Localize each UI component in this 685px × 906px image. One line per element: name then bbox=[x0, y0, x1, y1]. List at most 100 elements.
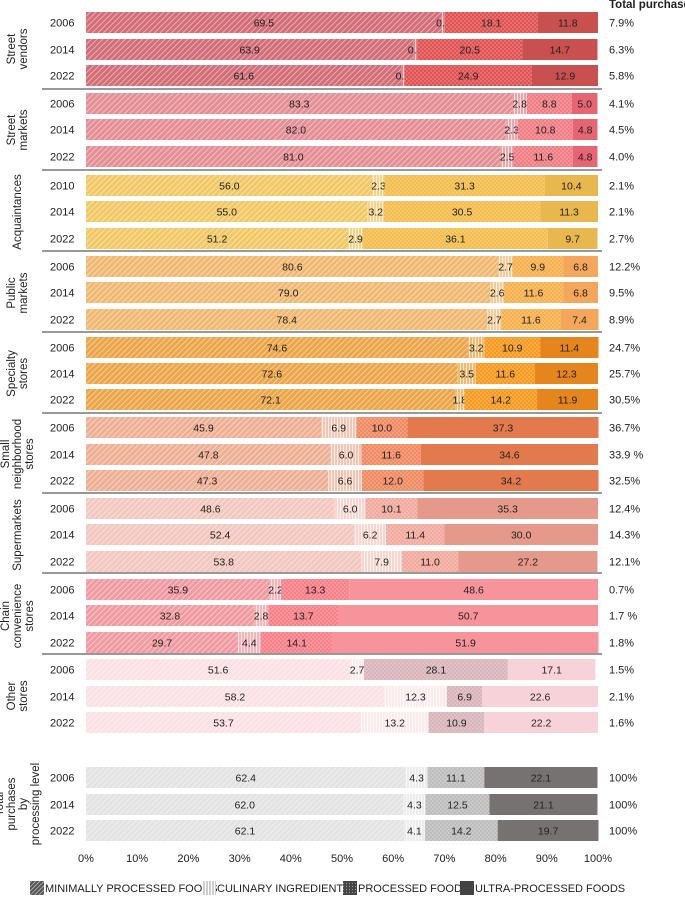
bar-texture-processed bbox=[444, 12, 538, 33]
bar-texture-minimally-processed bbox=[86, 794, 404, 815]
bar-texture-minimally-processed bbox=[86, 686, 384, 707]
data-label: 14.1 bbox=[286, 638, 307, 650]
bar-ultra-processed bbox=[484, 767, 598, 788]
total-purchases-value: 4.0% bbox=[609, 152, 634, 164]
year-label: 2014 bbox=[50, 288, 74, 300]
data-label: 11.6 bbox=[533, 152, 553, 164]
bar-ultra-processed bbox=[484, 712, 598, 733]
data-label: 4.4 bbox=[242, 638, 257, 650]
data-label: 62.4 bbox=[236, 773, 257, 785]
bar-ultra-processed bbox=[537, 12, 598, 33]
bar-texture-minimally-processed bbox=[86, 363, 458, 384]
total-purchases-value: 2.1% bbox=[609, 207, 634, 219]
data-label: 11.3 bbox=[559, 207, 579, 219]
bar-texture-processed bbox=[268, 605, 339, 626]
total-purchases-value: 4.1% bbox=[609, 99, 634, 111]
data-label: 11.8 bbox=[558, 18, 578, 30]
bar-ultra-processed bbox=[522, 39, 598, 60]
data-label: 79.0 bbox=[278, 288, 299, 300]
data-label: 6.8 bbox=[573, 262, 588, 274]
year-label: 2014 bbox=[50, 45, 74, 57]
bar-texture-processed bbox=[364, 659, 508, 680]
data-label: 56.0 bbox=[219, 181, 240, 193]
bar-ultra-processed bbox=[417, 498, 598, 519]
x-tick-label: 90% bbox=[536, 853, 558, 865]
data-label: 34.2 bbox=[501, 476, 522, 488]
group-label: processing level bbox=[30, 763, 42, 845]
year-label: 2022 bbox=[50, 638, 74, 650]
data-label: 51.2 bbox=[207, 234, 228, 246]
data-label: 4.8 bbox=[578, 125, 593, 137]
total-purchases-value: 1.8% bbox=[609, 638, 634, 650]
data-label: 35.3 bbox=[497, 504, 518, 516]
year-label: 2006 bbox=[50, 773, 74, 785]
bar-texture-minimally-processed bbox=[86, 256, 499, 277]
bar-texture-culinary-ingredients bbox=[367, 201, 384, 222]
bar-texture-processed bbox=[361, 444, 421, 465]
group-label: stores bbox=[24, 438, 36, 470]
bar-ultra-processed bbox=[507, 659, 596, 680]
data-label: 62.0 bbox=[235, 800, 256, 812]
data-label: 2.9 bbox=[348, 234, 363, 246]
year-label: 2006 bbox=[50, 423, 74, 435]
bar-texture-culinary-ingredients bbox=[441, 12, 445, 33]
bar-texture-minimally-processed bbox=[86, 175, 373, 196]
total-purchases-value: 2.1% bbox=[609, 181, 634, 193]
year-label: 2014 bbox=[50, 692, 74, 704]
data-label: 11.6 bbox=[495, 369, 515, 381]
data-label: 63.9 bbox=[239, 45, 260, 57]
year-label: 2022 bbox=[50, 71, 74, 83]
bar-texture-minimally-processed bbox=[86, 579, 270, 600]
bar-ultra-processed bbox=[563, 282, 598, 303]
bar-texture-culinary-ingredients bbox=[457, 363, 476, 384]
bar-texture-culinary-ingredients bbox=[360, 712, 429, 733]
bar-texture-minimally-processed bbox=[86, 551, 362, 572]
data-label: 4.1 bbox=[407, 826, 422, 838]
data-label: 27.2 bbox=[518, 557, 539, 569]
bar-texture-processed bbox=[446, 686, 483, 707]
data-label: 4.3 bbox=[407, 800, 422, 812]
bar-texture-culinary-ingredients bbox=[498, 256, 513, 277]
bar-ultra-processed bbox=[540, 201, 598, 222]
bar-texture-culinary-ingredients bbox=[269, 579, 282, 600]
group-label: Street bbox=[6, 114, 18, 145]
legend-swatch-culinary-ingredients bbox=[202, 881, 216, 895]
data-label: 30.0 bbox=[511, 530, 532, 542]
year-label: 2006 bbox=[50, 665, 74, 677]
bar-texture-processed bbox=[424, 820, 498, 841]
data-label: 14.7 bbox=[550, 45, 571, 57]
total-purchases-value: 100% bbox=[609, 826, 637, 838]
group-label: purchases bbox=[6, 777, 18, 830]
bars-layer: Total purchasesStreetvendors200669.50.61… bbox=[0, 0, 685, 845]
bar-texture-processed bbox=[425, 794, 490, 815]
legend-swatch-minimally-processed bbox=[30, 881, 44, 895]
bar-texture-culinary-ingredients bbox=[361, 551, 402, 572]
bar-texture-processed bbox=[428, 712, 485, 733]
bar-texture-culinary-ingredients bbox=[321, 417, 357, 438]
x-tick-label: 80% bbox=[485, 853, 507, 865]
total-purchases-header: Total purchases bbox=[609, 0, 685, 11]
data-label: 7.9 bbox=[374, 557, 389, 569]
bar-texture-minimally-processed bbox=[86, 820, 404, 841]
year-label: 2022 bbox=[50, 476, 74, 488]
group-label: stores bbox=[18, 358, 30, 390]
group-label: stores bbox=[24, 600, 36, 632]
x-tick-label: 40% bbox=[280, 853, 302, 865]
bar-texture-minimally-processed bbox=[86, 12, 442, 33]
bar-ultra-processed bbox=[349, 579, 598, 600]
data-label: 12.5 bbox=[447, 800, 468, 812]
year-label: 2014 bbox=[50, 530, 74, 542]
data-label: 34.6 bbox=[499, 450, 520, 462]
bar-texture-processed bbox=[383, 201, 541, 222]
x-tick-label: 50% bbox=[331, 853, 353, 865]
data-label: 82.0 bbox=[286, 125, 307, 137]
data-label: 20.5 bbox=[460, 45, 481, 57]
total-purchases-value: 33.9 % bbox=[609, 450, 643, 462]
bar-ultra-processed bbox=[572, 146, 598, 167]
data-label: 21.1 bbox=[533, 800, 554, 812]
year-label: 2006 bbox=[50, 18, 74, 30]
bar-ultra-processed bbox=[338, 605, 598, 626]
data-label: 2.3 bbox=[371, 181, 386, 193]
year-label: 2006 bbox=[50, 262, 74, 274]
data-label: 72.1 bbox=[260, 395, 281, 407]
